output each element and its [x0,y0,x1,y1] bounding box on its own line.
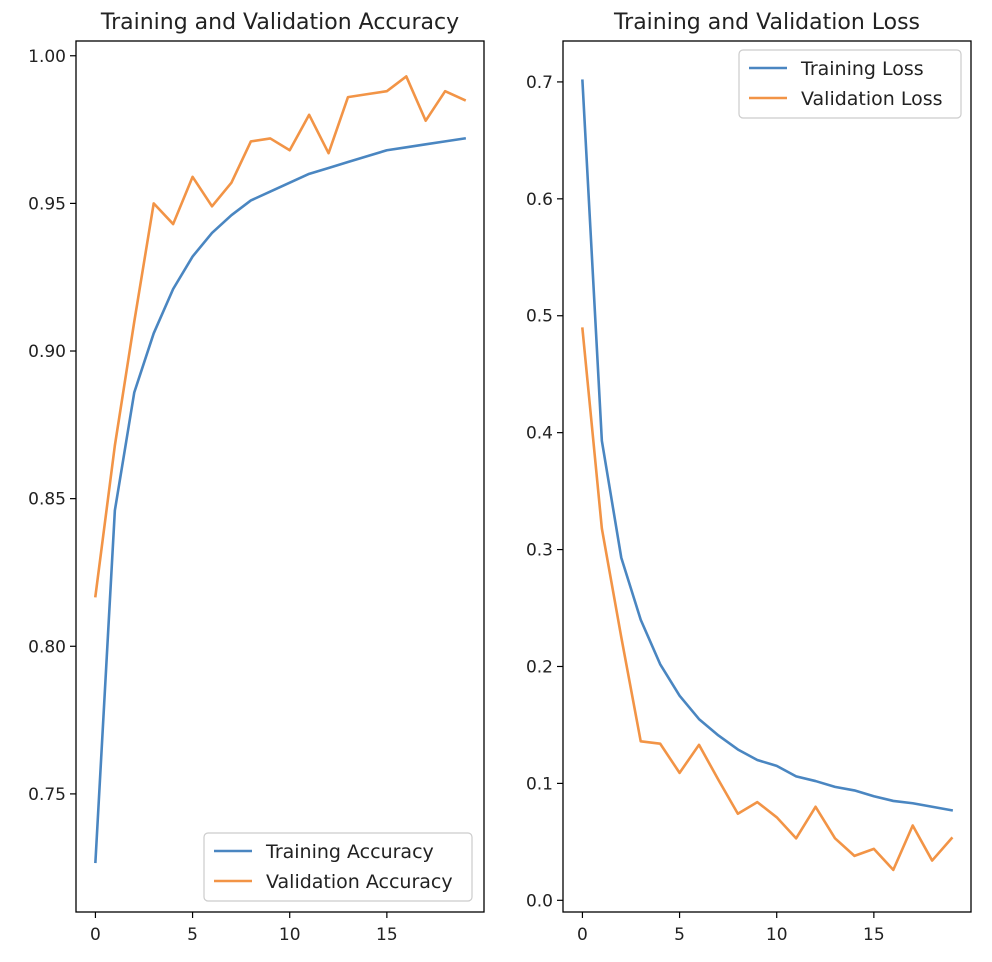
legend-label: Validation Loss [801,88,943,110]
x-tick-label: 0 [577,925,588,945]
chart-panel-2: Training and Validation Loss 0 5 10 15 0.0 0.1… [526,10,972,945]
legend-box [738,49,962,119]
x-tick-label: 5 [187,925,198,945]
y-tick-label: 0.1 [526,774,553,794]
series-line-validation [93,75,467,598]
x-tick-label: 15 [376,925,398,945]
y-tick-label: 0.3 [526,541,553,561]
y-tick-label: 0.95 [28,194,66,214]
series-line-training [581,79,954,812]
series-line-training [94,136,467,864]
legend: Training Accuracy Validation Accuracy [203,832,473,902]
x-tick-label: 0 [90,925,101,945]
y-tick-label: 0.0 [526,891,553,911]
y-tick-label: 0.2 [526,657,553,677]
y-tick-label: 0.80 [28,637,66,657]
legend-label: Training Accuracy [265,841,434,863]
axes-frame [562,40,972,913]
y-tick-label: 0.75 [28,785,66,805]
legend-label: Training Loss [800,58,924,80]
y-tick-label: 0.4 [526,424,553,444]
y-tick-label: 1.00 [28,47,66,67]
y-tick-label: 0.90 [28,342,66,362]
legend: Training Loss Validation Loss [738,49,962,119]
x-tick-label: 10 [279,925,301,945]
y-tick-label: 0.6 [526,190,553,210]
x-tick-label: 10 [766,925,788,945]
chart-title: Training and Validation Loss [613,10,920,35]
y-tick-label: 0.85 [28,490,66,510]
chart-title: Training and Validation Accuracy [100,10,459,35]
y-tick-label: 0.7 [526,73,553,93]
axes-frame [75,40,485,913]
legend-label: Validation Accuracy [266,871,453,893]
x-tick-label: 15 [863,925,885,945]
series-line-validation [581,327,954,872]
x-tick-label: 5 [674,925,685,945]
legend-box [203,832,473,902]
y-tick-label: 0.5 [526,307,553,327]
chart-panel-1: Training and Validation Accuracy 0 5 10 15 0.… [28,10,485,945]
